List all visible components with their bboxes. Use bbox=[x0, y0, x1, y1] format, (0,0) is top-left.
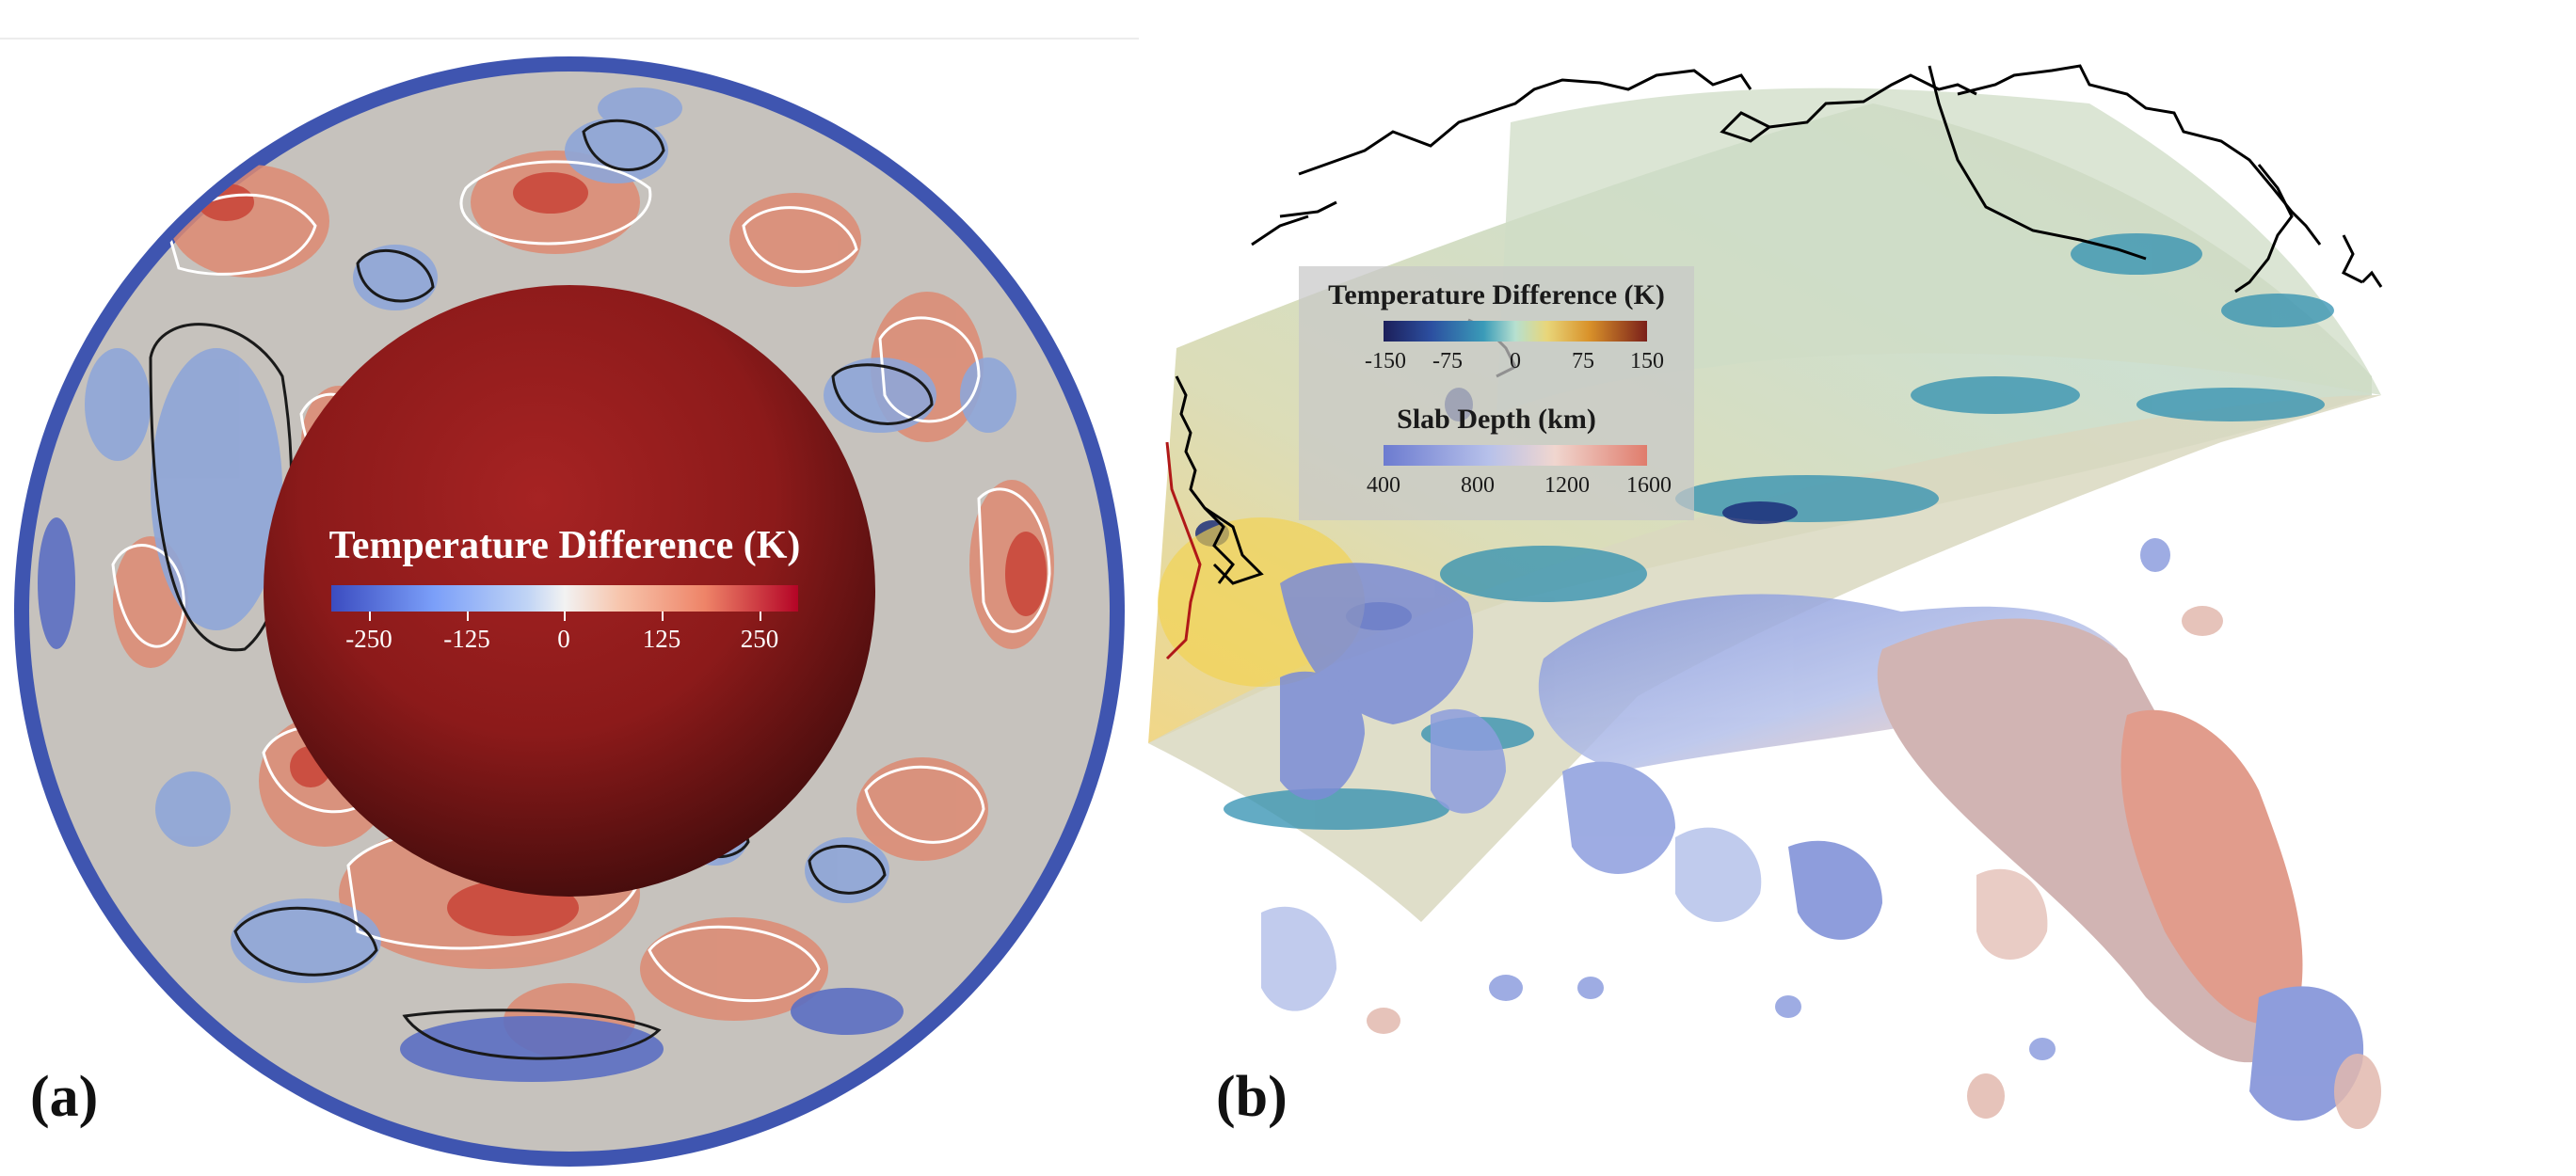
panel-a: Temperature Difference (K) -250 -125 0 1… bbox=[0, 0, 1148, 1176]
tick-label: -250 bbox=[345, 625, 392, 653]
panel-b: Temperature Difference (K) -150 -75 0 75… bbox=[1148, 0, 2576, 1176]
slab-ticks: 400 800 1200 1600 bbox=[1365, 468, 1672, 500]
mantle-cross-section bbox=[14, 56, 1125, 1167]
temperature-colorbar bbox=[1384, 321, 1647, 342]
tick-label: 800 bbox=[1461, 473, 1495, 498]
plate-boundary bbox=[1165, 441, 1202, 660]
tick-label: -125 bbox=[443, 625, 490, 653]
tick-label: -75 bbox=[1432, 349, 1463, 373]
tick-label: 75 bbox=[1572, 349, 1594, 373]
slab-legend-title: Slab Depth (km) bbox=[1397, 404, 1596, 435]
tick-label: 0 bbox=[1510, 349, 1521, 373]
core-colorbar bbox=[331, 585, 798, 612]
tick-label: -150 bbox=[1365, 349, 1406, 373]
top-rule bbox=[0, 38, 1139, 40]
tick-mark bbox=[467, 612, 469, 621]
core-legend-title: Temperature Difference (K) bbox=[328, 524, 801, 567]
upper-surface bbox=[1496, 87, 2381, 414]
temperature-legend-title: Temperature Difference (K) bbox=[1328, 279, 1665, 310]
core-legend: Temperature Difference (K) -250 -125 0 1… bbox=[301, 523, 828, 653]
tick-label: 400 bbox=[1367, 473, 1400, 498]
tick-mark bbox=[564, 612, 566, 621]
panel-label-b: (b) bbox=[1216, 1065, 1288, 1129]
tick-label: 150 bbox=[1630, 349, 1664, 373]
tick-label: 1600 bbox=[1626, 473, 1672, 498]
tick-mark bbox=[369, 612, 371, 621]
tick-mark bbox=[760, 612, 761, 621]
slab-isosurface bbox=[1261, 563, 2364, 1121]
core-colorbar-ticks: -250 -125 0 125 250 bbox=[331, 612, 798, 653]
legend-box: Temperature Difference (K) -150 -75 0 75… bbox=[1299, 266, 1694, 520]
slab-visualization bbox=[1148, 64, 2383, 1129]
temperature-ticks: -150 -75 0 75 150 bbox=[1365, 343, 1666, 375]
tick-mark bbox=[662, 612, 664, 621]
tick-label: 250 bbox=[740, 625, 779, 653]
tick-label: 1200 bbox=[1544, 473, 1590, 498]
slab-colorbar bbox=[1384, 445, 1647, 466]
panel-label-a: (a) bbox=[30, 1065, 99, 1129]
tick-label: 0 bbox=[557, 625, 570, 653]
tick-label: 125 bbox=[642, 625, 681, 653]
